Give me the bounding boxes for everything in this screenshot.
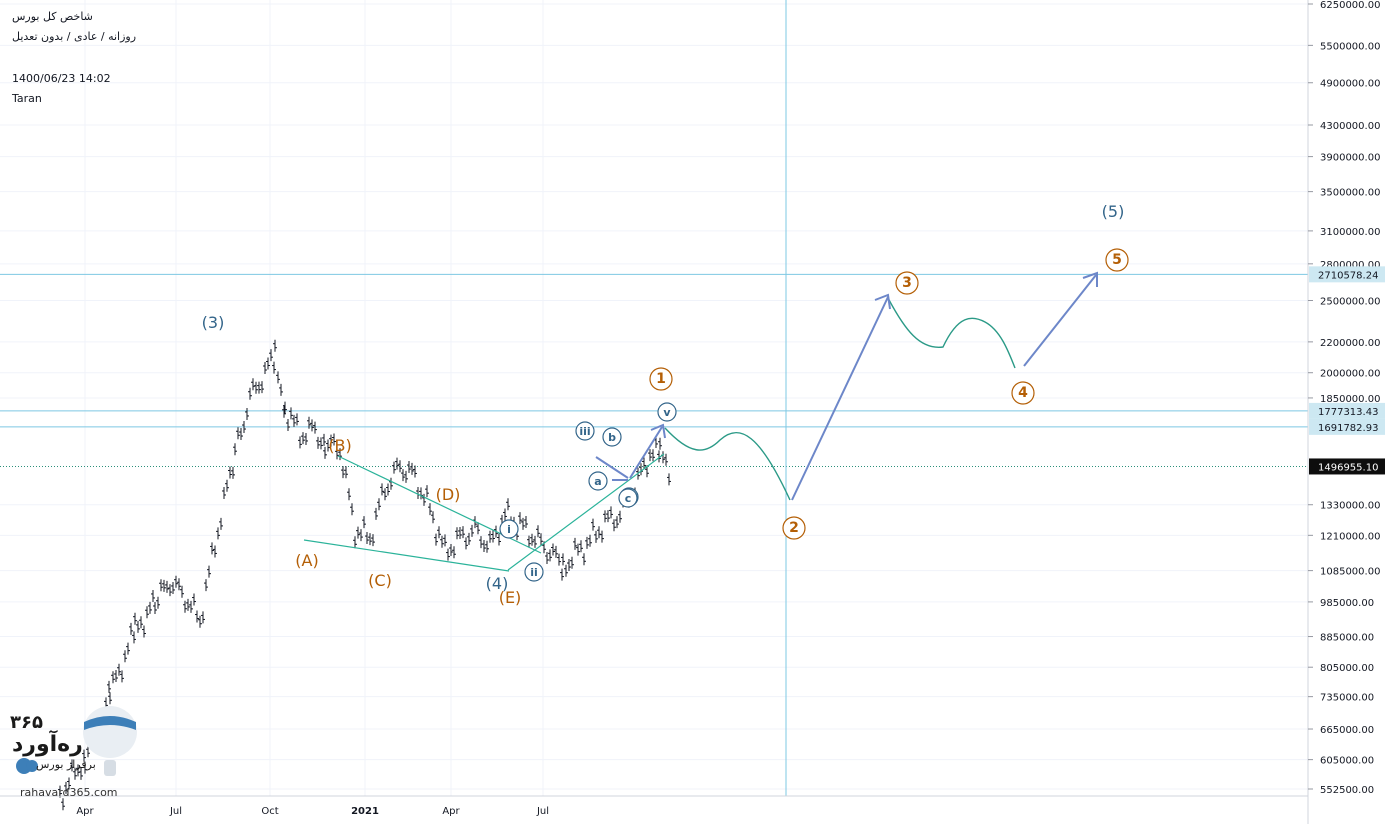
price-level-tag bbox=[1309, 418, 1385, 435]
price-series bbox=[58, 339, 671, 811]
wave-label: (3) bbox=[202, 313, 225, 332]
price-level-label: 1777313.43 bbox=[1318, 407, 1378, 418]
projection-wave-4 bbox=[887, 297, 1016, 369]
y-tick-label: 6250000.00 bbox=[1320, 0, 1380, 11]
arrow-to-wave-c bbox=[595, 456, 629, 481]
wave-label: (A) bbox=[295, 551, 318, 570]
y-tick-label: 735000.00 bbox=[1320, 693, 1374, 704]
wave-label: 1 bbox=[656, 371, 666, 387]
wave-label: (D) bbox=[436, 485, 461, 504]
y-tick-label: 552500.00 bbox=[1320, 785, 1374, 796]
price-level-tag bbox=[1309, 402, 1385, 419]
watermark-number: ۳۶۵ bbox=[10, 712, 43, 733]
x-tick-label: 2021 bbox=[351, 806, 379, 817]
y-axis: 6250000.00 5500000.00 4900000.00 4300000.00… bbox=[1308, 0, 1380, 796]
wave-label-circle bbox=[1105, 248, 1129, 272]
projection-wave-2 bbox=[664, 427, 791, 501]
wave-label-circle bbox=[588, 471, 608, 491]
wave-label: 4 bbox=[1018, 385, 1028, 401]
wave-label: c bbox=[625, 492, 632, 505]
x-tick-label: Oct bbox=[261, 806, 278, 817]
arrow-to-wave-v bbox=[629, 423, 666, 479]
chart-title: شاخص کل بورس bbox=[12, 10, 93, 23]
y-tick-label: 1330000.00 bbox=[1320, 501, 1380, 512]
y-tick-label: 4300000.00 bbox=[1320, 121, 1380, 132]
y-tick-label: 4900000.00 bbox=[1320, 79, 1380, 90]
price-level-tag bbox=[1309, 266, 1385, 283]
wave-label-circle bbox=[499, 519, 519, 539]
y-tick-label: 3900000.00 bbox=[1320, 153, 1380, 164]
triangle-lower-trendline bbox=[303, 539, 510, 572]
wave-label: (5) bbox=[1102, 202, 1125, 221]
arrow-to-wave-5 bbox=[1023, 271, 1098, 367]
wave-label: (4) bbox=[486, 574, 509, 593]
wave-label-circle bbox=[657, 402, 677, 422]
price-level-tag bbox=[1309, 458, 1385, 475]
y-tick-label: 605000.00 bbox=[1320, 756, 1374, 767]
y-tick-label: 1085000.00 bbox=[1320, 567, 1380, 578]
y-tick-label: 2000000.00 bbox=[1320, 369, 1380, 380]
y-tick-label: 3500000.00 bbox=[1320, 188, 1380, 199]
wave-label: ii bbox=[530, 566, 538, 579]
chart-author: Taran bbox=[12, 92, 42, 105]
wave-label: a bbox=[594, 475, 601, 488]
horizontal-levels bbox=[0, 273, 1308, 467]
wave-label: 3 bbox=[902, 275, 912, 291]
y-tick-label: 2800000.00 bbox=[1320, 260, 1380, 271]
wave-label: 5 bbox=[1112, 252, 1122, 268]
y-tick-label: 985000.00 bbox=[1320, 598, 1374, 609]
wave-label-circle bbox=[1011, 381, 1035, 405]
wave-label-circle bbox=[602, 427, 622, 447]
x-tick-label: Apr bbox=[442, 806, 460, 817]
price-level-label: 2710578.24 bbox=[1318, 270, 1378, 281]
wave-label: i bbox=[507, 523, 511, 536]
chart-subtitle: روزانه / عادی / بدون تعدیل bbox=[12, 30, 137, 43]
wave-label-circle bbox=[524, 562, 544, 582]
chart-datetime: 1400/06/23 14:02 bbox=[12, 72, 111, 85]
grid-lines bbox=[0, 0, 1308, 796]
wave-label-circle bbox=[782, 516, 806, 540]
y-tick-label: 5500000.00 bbox=[1320, 41, 1380, 52]
wave-label: iii bbox=[579, 425, 590, 438]
y-tick-label: 1850000.00 bbox=[1320, 394, 1380, 405]
wave-label: (C) bbox=[368, 571, 392, 590]
price-labels: 2710578.24 1777313.43 1691782.93 1496955.10 bbox=[1309, 266, 1385, 475]
price-level-label: 1691782.93 bbox=[1318, 423, 1378, 434]
watermark-tagline: برفراز بورس bbox=[36, 758, 96, 771]
y-tick-label: 885000.00 bbox=[1320, 633, 1374, 644]
wave-label-circle bbox=[618, 488, 638, 508]
wave-labels: (3)(B)(A)(C)(D)(4)(E)(5)iiiiiiivvabc1234… bbox=[202, 202, 1129, 607]
y-tick-label: 3100000.00 bbox=[1320, 227, 1380, 238]
x-tick-label: Jul bbox=[536, 806, 549, 817]
y-tick-label: 665000.00 bbox=[1320, 725, 1374, 736]
y-tick-label: 1210000.00 bbox=[1320, 531, 1380, 542]
y-tick-label: 2500000.00 bbox=[1320, 297, 1380, 308]
y-tick-label: 805000.00 bbox=[1320, 663, 1374, 674]
watermark-site: rahavard365.com bbox=[20, 786, 118, 799]
x-axis: Apr Jul Oct 2021 Apr Jul bbox=[76, 806, 549, 817]
y-tick-label: 2200000.00 bbox=[1320, 338, 1380, 349]
wave-label-circle bbox=[649, 367, 673, 391]
wave-label: b bbox=[608, 431, 616, 444]
price-level-label: 1496955.10 bbox=[1318, 462, 1378, 473]
watermark-brand: ره‌آورد bbox=[12, 732, 83, 757]
wave-label: 2 bbox=[789, 520, 799, 536]
x-tick-label: Jul bbox=[169, 806, 182, 817]
wave-label: v bbox=[663, 406, 671, 419]
wave-label: (B) bbox=[328, 436, 351, 455]
x-tick-label: Apr bbox=[76, 806, 94, 817]
arrow-to-wave-3 bbox=[791, 293, 891, 501]
wave-label: (E) bbox=[499, 588, 522, 607]
wave-label-circle bbox=[895, 271, 919, 295]
watermark-logo-icon bbox=[16, 706, 137, 776]
wave-label-circle bbox=[575, 421, 595, 441]
rising-channel-line bbox=[507, 453, 665, 571]
